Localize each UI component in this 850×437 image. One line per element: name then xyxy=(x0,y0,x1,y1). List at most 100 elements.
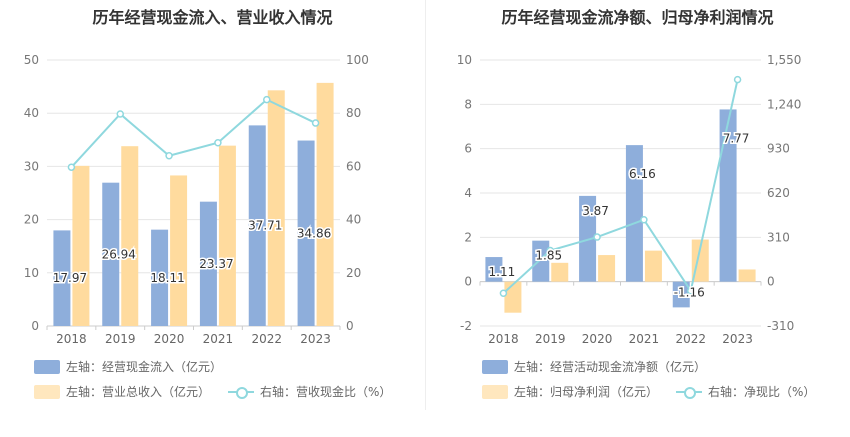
left-axis-tick-label: 6 xyxy=(464,142,472,156)
bar-blue xyxy=(102,182,120,326)
bar-blue xyxy=(625,145,643,282)
legend-label: 右轴：营收现金比（%） xyxy=(260,385,392,399)
ratio-point xyxy=(546,246,554,255)
right-legend-row-1: 左轴：经营活动现金流净额（亿元） xyxy=(482,358,724,375)
ratio-point xyxy=(214,138,222,147)
legend-swatch-blue xyxy=(482,359,508,374)
right-axis-tick-label: 60 xyxy=(346,159,361,173)
bar-data-label: -1.16 xyxy=(674,286,705,300)
bar-orange xyxy=(598,255,616,282)
bar-orange xyxy=(644,250,662,282)
bar-orange xyxy=(267,90,285,326)
ratio-point xyxy=(67,163,76,171)
bar-orange xyxy=(121,146,139,326)
legend-swatch-orange xyxy=(482,384,508,399)
legend-label: 右轴：净现比（%） xyxy=(708,385,816,399)
legend-label: 左轴：营业总收入（亿元） xyxy=(66,385,211,399)
left-axis-tick-label: 40 xyxy=(24,106,39,120)
x-axis-tick-label: 2018 xyxy=(488,332,519,346)
left-axis-tick-label: -2 xyxy=(460,319,472,333)
left-axis-tick-label: 8 xyxy=(464,97,472,111)
x-axis-tick-label: 2022 xyxy=(675,332,706,346)
left-axis-tick-label: 0 xyxy=(31,319,39,333)
legend-line-marker-icon xyxy=(676,385,703,399)
bar-data-label: 37.71 xyxy=(248,219,282,233)
bar-blue xyxy=(485,257,503,282)
legend-item-cash-ratio[interactable]: 右轴：营收现金比（%） xyxy=(228,383,391,400)
bar-data-label: 17.97 xyxy=(53,271,87,285)
ratio-line xyxy=(70,98,317,168)
x-axis-tick-label: 2020 xyxy=(154,332,185,346)
left-axis-tick-label: 30 xyxy=(24,159,39,173)
bar-blue xyxy=(532,240,550,282)
right-axis-tick-label: 930 xyxy=(767,142,790,156)
bar-blue xyxy=(53,230,71,326)
right-axis-tick-label: 20 xyxy=(346,266,361,280)
bar-orange xyxy=(170,175,188,326)
bar-data-label: 1.85 xyxy=(535,249,562,263)
bar-data-label: 23.37 xyxy=(199,257,233,271)
right-axis-tick-label: 1,240 xyxy=(767,97,801,111)
right-axis-tick-label: -310 xyxy=(767,319,794,333)
bar-data-label: 3.87 xyxy=(582,204,609,218)
right-axis-tick-label: 80 xyxy=(346,106,361,120)
left-legend-row-1: 左轴：经营现金流入（亿元） xyxy=(34,358,240,375)
legend-item-net-cash-flow[interactable]: 左轴：经营活动现金流净额（亿元） xyxy=(482,358,706,375)
right-axis-tick-label: 0 xyxy=(346,319,354,333)
bar-data-label: 34.86 xyxy=(297,226,331,240)
right-legend-row-2: 左轴：归母净利润（亿元） 右轴：净现比（%） xyxy=(482,383,833,400)
legend-item-net-profit[interactable]: 左轴：归母净利润（亿元） xyxy=(482,383,658,400)
x-axis-tick-label: 2021 xyxy=(203,332,234,346)
ratio-point xyxy=(116,110,124,118)
legend-swatch-orange xyxy=(34,384,60,399)
bar-orange xyxy=(218,145,236,326)
x-axis-tick-label: 2021 xyxy=(629,332,660,346)
bar-orange xyxy=(738,269,756,282)
ratio-point xyxy=(165,152,173,160)
right-chart-panel: 历年经营现金流净额、归母净利润情况 -2 0 2 4 6 8 10 -310 0 310 620 93… xyxy=(425,0,850,437)
right-chart-plot: -2 0 2 4 6 8 10 -310 0 310 620 930 1,240 1,550 2018 201… xyxy=(457,53,802,346)
bar-orange xyxy=(316,82,334,326)
legend-item-cash-inflow[interactable]: 左轴：经营现金流入（亿元） xyxy=(34,358,222,375)
ratio-point xyxy=(687,287,695,295)
left-chart-panel: 历年经营现金流入、营业收入情况 0 10 20 30 40 50 0 20 40 60 80 100 2… xyxy=(24,8,409,400)
left-axis-tick-label: 50 xyxy=(24,53,39,67)
legend-item-revenue[interactable]: 左轴：营业总收入（亿元） xyxy=(34,383,210,400)
ratio-point xyxy=(640,215,648,224)
left-chart-plot: 0 10 20 30 40 50 0 20 40 60 80 100 2018 2019 2020 2021 2… xyxy=(24,53,369,346)
left-axis-tick-label: 2 xyxy=(464,230,472,244)
right-axis-tick-label: 40 xyxy=(346,213,361,227)
bar-blue xyxy=(672,281,690,308)
legend-label: 左轴：经营活动现金流净额（亿元） xyxy=(514,360,707,374)
bar-blue xyxy=(151,229,169,326)
ratio-point xyxy=(499,289,508,298)
bar-data-label: 1.11 xyxy=(489,265,516,279)
bar-orange xyxy=(551,262,569,282)
x-axis-tick-label: 2023 xyxy=(300,332,331,346)
x-axis-tick-label: 2020 xyxy=(582,332,613,346)
right-axis-tick-label: 310 xyxy=(767,230,790,244)
bar-blue xyxy=(248,125,266,326)
legend-item-net-cash-ratio[interactable]: 右轴：净现比（%） xyxy=(676,383,815,400)
x-axis-tick-label: 2018 xyxy=(56,332,87,346)
left-legend-row-2: 左轴：营业总收入（亿元） 右轴：营收现金比（%） xyxy=(34,383,409,400)
left-chart-title: 历年经营现金流入、营业收入情况 xyxy=(92,8,333,27)
bar-data-label: 18.11 xyxy=(150,271,184,285)
legend-swatch-blue xyxy=(34,359,60,374)
left-axis-tick-label: 0 xyxy=(464,275,472,289)
legend-line-marker-icon xyxy=(228,385,255,399)
ratio-point xyxy=(263,95,271,104)
legend-label: 左轴：经营现金流入（亿元） xyxy=(66,360,223,374)
bar-blue xyxy=(719,109,737,282)
left-axis-tick-label: 4 xyxy=(464,186,472,200)
x-axis-tick-label: 2019 xyxy=(105,332,136,346)
bar-blue xyxy=(297,140,315,326)
bar-data-label: 6.16 xyxy=(629,167,656,181)
ratio-point xyxy=(733,75,742,84)
ratio-point xyxy=(593,233,601,241)
right-chart-title: 历年经营现金流净额、归母净利润情况 xyxy=(501,8,774,27)
x-axis-tick-label: 2022 xyxy=(251,332,282,346)
right-axis-tick-label: 620 xyxy=(767,186,790,200)
x-axis-tick-label: 2023 xyxy=(722,332,753,346)
bar-orange xyxy=(72,165,90,326)
